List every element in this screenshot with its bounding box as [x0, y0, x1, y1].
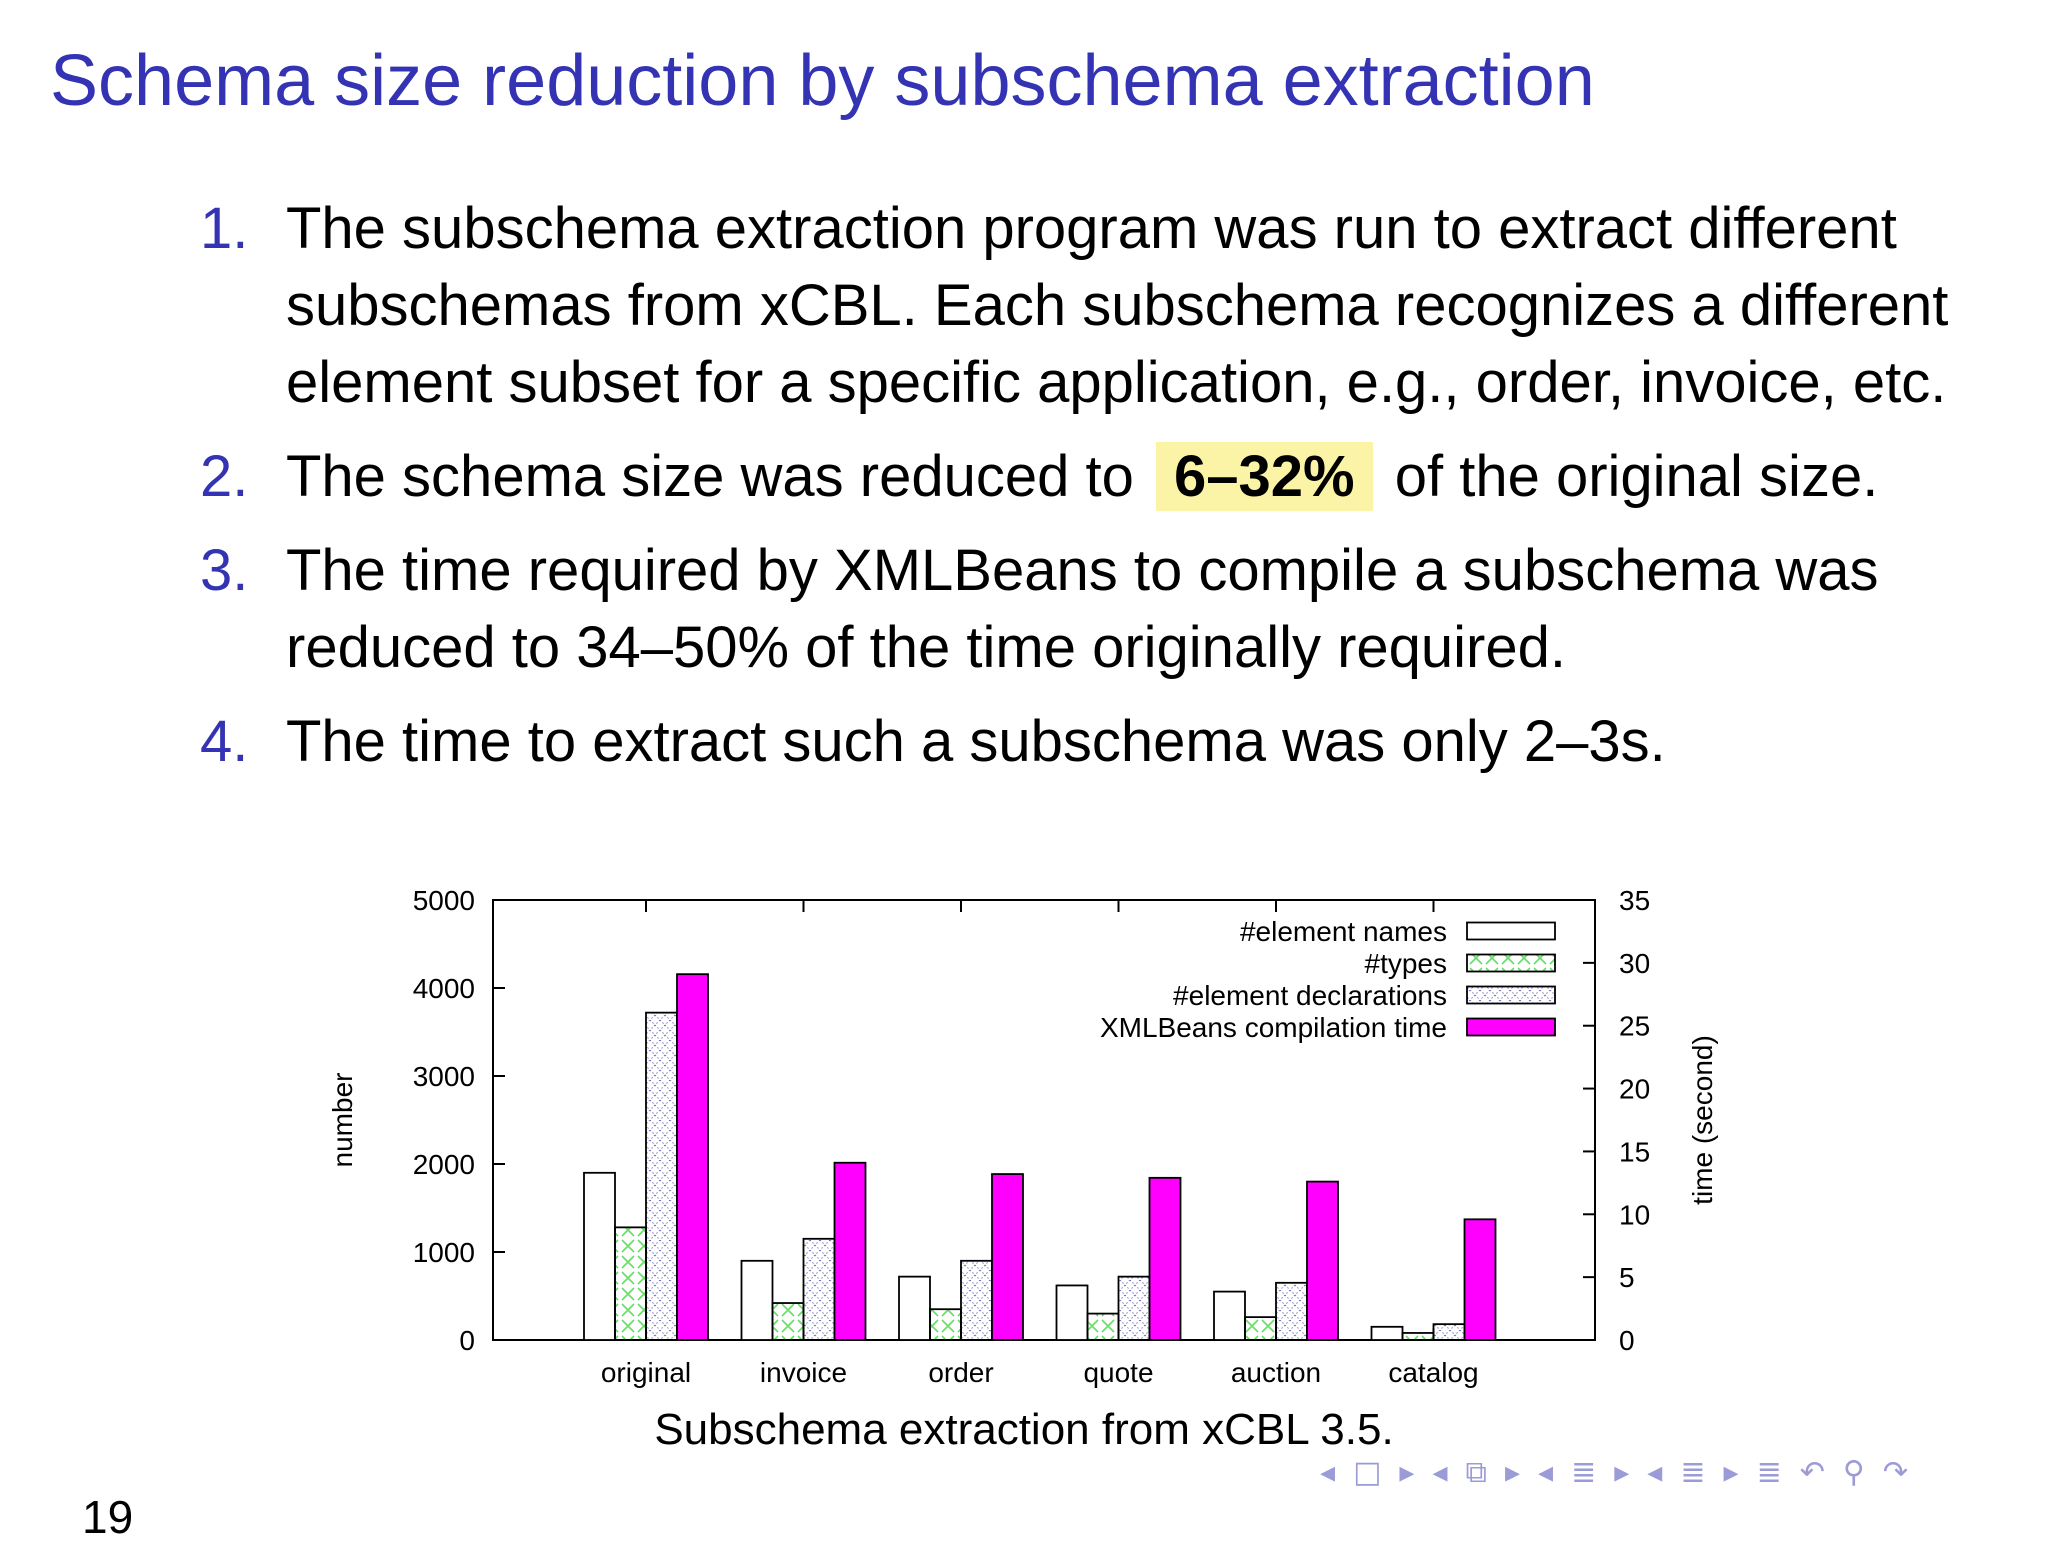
legend-label: #element declarations	[1173, 980, 1447, 1011]
chart-caption: Subschema extraction from xCBL 3.5.	[654, 1405, 1394, 1454]
nav-symbol-icon[interactable]: ↶	[1799, 1455, 1829, 1490]
bullet-text: The time to extract such a subschema was…	[286, 709, 1666, 774]
y2-tick-label: 25	[1619, 1011, 1650, 1042]
x-tick-label: quote	[1083, 1357, 1153, 1388]
nav-symbol-icon[interactable]: ▸	[1399, 1455, 1419, 1490]
bar-dots	[960, 1259, 993, 1341]
nav-symbol-icon[interactable]: ≣	[1756, 1455, 1786, 1490]
bar-solid	[1463, 1218, 1497, 1341]
bullet-text: The time required by XMLBeans to compile…	[286, 538, 1879, 680]
bar-solid	[833, 1161, 867, 1341]
bar-dots	[1432, 1323, 1466, 1341]
slide-title: Schema size reduction by subschema extra…	[50, 41, 1595, 121]
y2-tick-label: 20	[1619, 1074, 1650, 1105]
y2-tick-label: 10	[1619, 1199, 1650, 1230]
x-tick-label: auction	[1231, 1357, 1321, 1388]
plot-frame	[492, 899, 1596, 1341]
nav-symbol-icon[interactable]: ⧉	[1465, 1455, 1491, 1490]
bar-solid	[1306, 1180, 1339, 1341]
legend-label: #element names	[1240, 916, 1447, 947]
y2-tick-label: 0	[1619, 1325, 1635, 1356]
y2-tick-label: 15	[1619, 1136, 1650, 1167]
x-tick-label: original	[601, 1357, 691, 1388]
bar-green-cross	[1086, 1312, 1120, 1341]
page-number: 19	[82, 1491, 134, 1543]
bar-solid	[1148, 1176, 1182, 1341]
bullet-item: 1. The subschema extraction program was …	[200, 190, 1960, 421]
bullet-number: 2.	[200, 444, 249, 509]
legend-swatch-green-cross	[1466, 953, 1556, 973]
bar-open	[740, 1259, 774, 1341]
legend-swatch-solid	[1466, 1017, 1556, 1037]
nav-symbol-icon[interactable]: ▸	[1504, 1455, 1525, 1490]
bullet-number: 1.	[200, 196, 249, 261]
beamer-navigation[interactable]: ◂ □ ▸ ◂ ⧉ ▸ ◂ ≣ ▸ ◂ ≣ ▸ ≣ ↶ ⚲ ↷	[1320, 1455, 1926, 1490]
bar-dots	[645, 1011, 678, 1341]
legend-swatch-open	[1466, 921, 1556, 941]
bar-open	[583, 1171, 616, 1341]
y-tick-label: 4000	[413, 973, 475, 1004]
y-tick-label: 2000	[413, 1149, 475, 1180]
bar-dots	[1117, 1275, 1151, 1341]
legend-label: #types	[1365, 948, 1448, 979]
bar-green-cross	[1244, 1316, 1277, 1341]
legend-label: XMLBeans compilation time	[1100, 1012, 1447, 1043]
nav-symbol-icon[interactable]: ▸	[1723, 1455, 1743, 1490]
bullet-item: 2. The schema size was reduced to 6–32% …	[200, 438, 1960, 515]
bar-open	[1370, 1325, 1404, 1341]
bullet-list: 1. The subschema extraction program was …	[200, 190, 1960, 797]
nav-symbol-icon[interactable]: ≣	[1571, 1455, 1601, 1490]
bullet-number: 4.	[200, 709, 249, 774]
nav-symbol-icon[interactable]: ◂	[1432, 1455, 1452, 1490]
legend-swatch-dots	[1466, 985, 1556, 1005]
nav-symbol-icon[interactable]: ◂	[1320, 1455, 1340, 1490]
x-tick-label: order	[928, 1357, 993, 1388]
bar-green-cross	[1401, 1332, 1435, 1341]
y2-axis-label: time (second)	[1687, 1035, 1718, 1205]
nav-symbol-icon[interactable]: ↷	[1882, 1455, 1912, 1490]
nav-symbol-icon[interactable]: ◂	[1647, 1455, 1667, 1490]
bar-chart: 0 1000 2000 3000 4000 5000 0 5 10 15 20 25 30 35 numbe…	[327, 885, 1718, 1388]
y2-tick-label: 5	[1619, 1262, 1635, 1293]
nav-symbol-icon[interactable]: ◂	[1538, 1455, 1558, 1490]
bar-dots	[1275, 1281, 1308, 1341]
y-tick-label: 5000	[413, 885, 475, 916]
bar-dots	[802, 1237, 836, 1341]
y2-tick-label: 35	[1619, 885, 1650, 916]
bullet-text: The schema size was reduced to	[286, 444, 1134, 509]
x-tick-label: catalog	[1388, 1357, 1478, 1388]
bullet-text: of the original size.	[1394, 444, 1879, 509]
bar-solid	[676, 973, 709, 1341]
y-axis-label: number	[327, 1073, 358, 1168]
nav-symbol-icon[interactable]: ⚲	[1842, 1455, 1869, 1490]
y-tick-label: 0	[459, 1325, 475, 1356]
bar-green-cross	[614, 1226, 647, 1341]
nav-symbol-icon[interactable]: □	[1353, 1455, 1386, 1490]
bar-open	[1055, 1284, 1089, 1341]
highlight-value: 6–32%	[1155, 442, 1373, 511]
bullet-item: 4. The time to extract such a subschema …	[200, 703, 1960, 780]
bar-green-cross	[929, 1308, 962, 1341]
nav-symbol-icon[interactable]: ▸	[1614, 1455, 1634, 1490]
nav-symbol-icon[interactable]: ≣	[1680, 1455, 1710, 1490]
bar-open	[898, 1275, 931, 1341]
bullet-number: 3.	[200, 538, 249, 603]
y2-tick-label: 30	[1619, 948, 1650, 979]
bar-solid	[991, 1173, 1024, 1341]
y-tick-label: 3000	[413, 1061, 475, 1092]
x-tick-label: invoice	[760, 1357, 847, 1388]
bar-green-cross	[771, 1302, 805, 1341]
bullet-item: 3. The time required by XMLBeans to comp…	[200, 532, 1960, 686]
y-tick-label: 1000	[413, 1237, 475, 1268]
bar-open	[1213, 1290, 1246, 1341]
bullet-text: The subschema extraction program was run…	[286, 196, 1949, 415]
